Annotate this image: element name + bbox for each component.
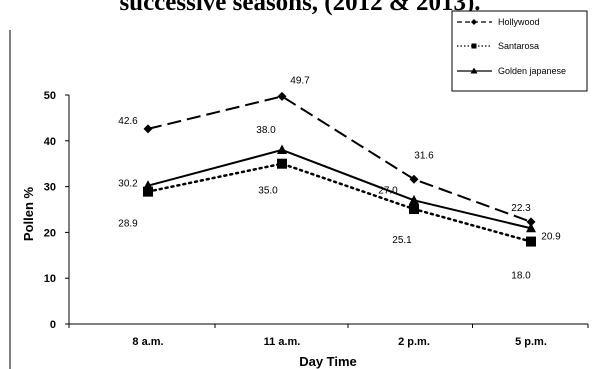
data-point-hollywood <box>143 124 153 134</box>
y-tick-label: 20 <box>44 227 56 239</box>
series-line-golden-japanese <box>147 148 532 230</box>
data-label-santarosa: 28.9 <box>118 219 138 230</box>
data-label-santarosa: 35.0 <box>258 186 278 197</box>
data-point-golden-japanese <box>409 194 419 205</box>
data-label-santarosa: 18.0 <box>511 271 531 282</box>
x-axis-label: Day Time <box>299 354 357 369</box>
data-point-hollywood <box>526 217 536 227</box>
data-labels-layer: 42.6 49.7 31.6 22.3 28.9 35.0 25.1 18.0 30.2 38.0… <box>118 75 561 281</box>
legend-label-golden-japanese: Golden japanese <box>498 66 566 76</box>
legend: Hollywood Santarosa Golden japanese <box>451 10 588 92</box>
data-label-golden-japanese: 30.2 <box>118 179 138 190</box>
data-point-golden-japanese <box>277 144 287 154</box>
data-label-hollywood: 31.6 <box>414 150 434 161</box>
data-point-santarosa <box>277 158 287 169</box>
legend-label-santarosa: Santarosa <box>498 41 539 51</box>
data-label-hollywood: 49.7 <box>290 75 310 86</box>
series-line-santarosa <box>146 162 533 243</box>
y-tick-label: 40 <box>44 136 56 148</box>
data-label-golden-japanese: 27.0 <box>378 185 398 196</box>
series-layer <box>143 91 536 247</box>
x-tick-label: 5 p.m. <box>515 336 547 348</box>
data-point-santarosa <box>143 186 153 197</box>
data-point-santarosa <box>409 204 419 215</box>
x-tick-label: 2 p.m. <box>398 336 430 348</box>
legend-marker-golden-japanese <box>470 67 478 74</box>
y-tick-label: 30 <box>44 182 56 194</box>
data-label-hollywood: 42.6 <box>118 116 138 127</box>
data-label-golden-japanese: 20.9 <box>541 231 561 242</box>
legend-label-hollywood: Hollywood <box>498 17 540 27</box>
legend-marker-santarosa <box>471 43 477 49</box>
data-point-golden-japanese <box>143 180 153 190</box>
x-tick-label: 11 a.m. <box>264 336 301 348</box>
data-point-golden-japanese <box>526 222 536 233</box>
y-tick-label: 50 <box>44 90 56 102</box>
data-point-hollywood <box>277 91 287 101</box>
y-axis-label: Pollen % <box>21 186 36 241</box>
y-tick-label: 10 <box>44 273 56 285</box>
y-tick-label: 0 <box>50 319 56 331</box>
axes-layer: 0 10 20 30 40 50 8 a.m. 11 a.m. 2 p.m. 5 p.m. <box>44 90 589 348</box>
data-point-hollywood <box>409 174 419 184</box>
legend-marker-hollywood <box>471 19 477 25</box>
data-label-golden-japanese: 38.0 <box>256 125 276 136</box>
x-tick-label: 8 a.m. <box>132 336 163 348</box>
data-label-hollywood: 22.3 <box>511 203 531 214</box>
data-label-santarosa: 25.1 <box>392 235 412 246</box>
chart-title: successive seasons, (2012 & 2013). <box>119 0 480 16</box>
series-line-hollywood <box>147 95 532 223</box>
data-point-santarosa <box>526 236 536 247</box>
